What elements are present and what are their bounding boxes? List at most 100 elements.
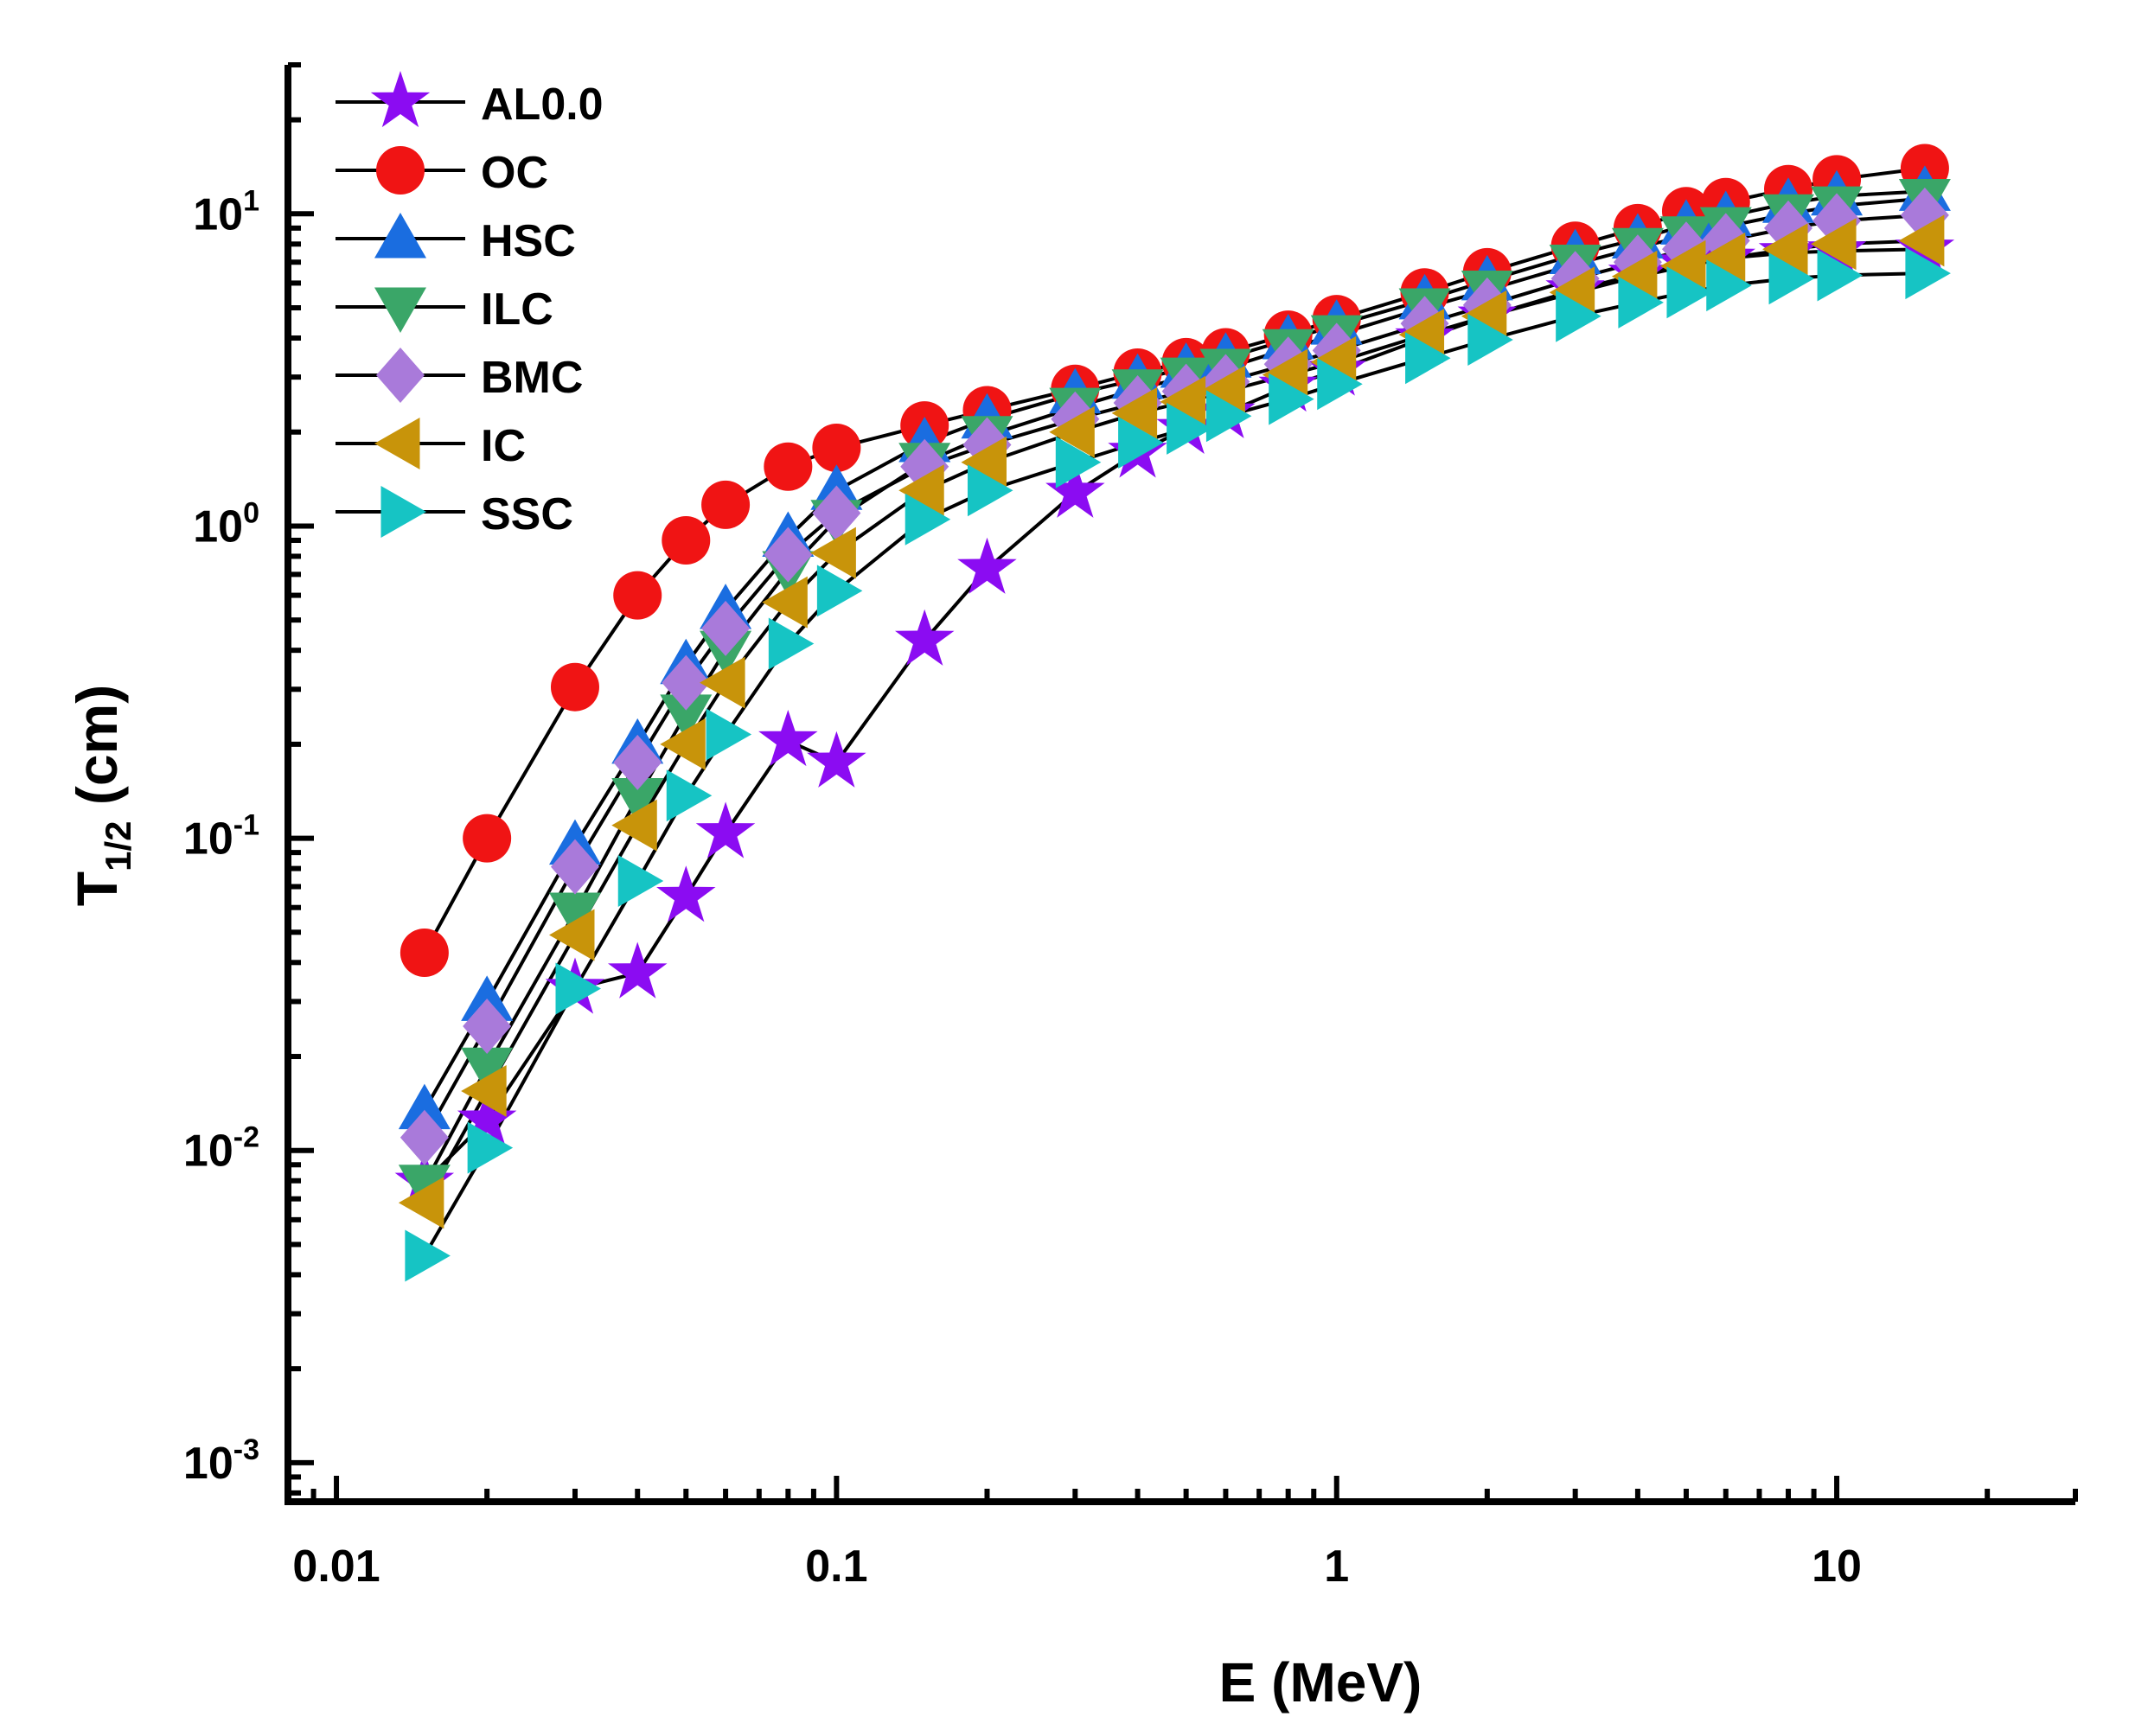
data-point: [706, 708, 752, 761]
legend-item-oc: OC: [336, 146, 548, 198]
data-point: [1111, 386, 1158, 439]
data-point: [398, 1165, 451, 1210]
legend-label: SSC: [481, 489, 573, 539]
data-point: [1205, 390, 1252, 443]
data-point: [457, 1088, 517, 1146]
data-point: [1167, 402, 1212, 455]
y-tick-label: 101: [193, 184, 259, 239]
data-point: [613, 571, 662, 620]
data-point: [617, 854, 664, 907]
legend-marker: [380, 486, 426, 538]
data-point: [967, 464, 1013, 517]
data-point: [1659, 239, 1706, 292]
data-point: [550, 839, 599, 895]
data-point: [1666, 266, 1712, 319]
legend-label: IC: [481, 421, 526, 471]
data-point: [1045, 461, 1105, 518]
data-point: [758, 710, 818, 767]
data-point: [1812, 193, 1862, 249]
legend-marker: [370, 71, 431, 128]
legend-item-ilc: ILC: [336, 284, 553, 335]
data-point: [1049, 405, 1095, 458]
data-point: [898, 464, 944, 517]
x-axis-title: E (MeV): [1219, 1651, 1422, 1714]
legend-item-hsc: HSC: [336, 213, 576, 266]
y-tick-label: 100: [193, 496, 259, 552]
legend: AL0.0 OC HSC ILC BMC IC SSC: [336, 71, 604, 539]
data-point: [611, 799, 657, 852]
data-point: [762, 576, 808, 629]
data-point: [1055, 436, 1102, 488]
data-point: [1160, 375, 1206, 428]
x-tick-label: 0.01: [292, 1541, 380, 1592]
legend-marker: [376, 146, 425, 195]
x-tick-label: 1: [1324, 1541, 1349, 1592]
data-point: [1461, 290, 1507, 342]
data-point: [812, 485, 861, 541]
y-axis-title-unit: (cm): [65, 685, 129, 821]
y-tick-label: 10-3: [183, 1433, 259, 1489]
data-point: [957, 537, 1017, 594]
data-point: [405, 1229, 451, 1282]
data-point: [1768, 252, 1815, 305]
data-point: [1199, 365, 1245, 418]
legend-item-ssc: SSC: [336, 486, 573, 539]
data-point: [1618, 276, 1664, 329]
data-point: [660, 694, 713, 740]
data-point: [550, 662, 599, 712]
y-axis-title: T1/2 (cm): [65, 685, 138, 906]
data-point: [398, 1083, 451, 1130]
data-point: [461, 1047, 514, 1094]
data-point: [1762, 223, 1808, 276]
data-point: [1398, 309, 1445, 361]
legend-label: HSC: [481, 216, 576, 266]
axes: 0.01 0.1 1 10 10-3 10-2 10-1 100 101: [183, 62, 2078, 1592]
data-point: [1467, 313, 1513, 366]
data-point: [548, 909, 595, 961]
data-point: [400, 1109, 449, 1165]
data-point: [764, 442, 813, 491]
data-point: [905, 493, 951, 546]
data-point: [1706, 259, 1752, 312]
data-point: [1898, 214, 1945, 267]
data-point: [398, 1177, 444, 1229]
data-point: [613, 734, 662, 790]
data-point: [548, 892, 601, 939]
legend-label: ILC: [481, 284, 553, 335]
data-point: [1317, 358, 1363, 411]
data-point: [1556, 290, 1601, 342]
data-point: [807, 731, 866, 788]
series-markers-bmc: [400, 187, 1949, 1165]
x-tick-label: 10: [1812, 1541, 1862, 1592]
data-point: [768, 617, 815, 670]
data-point: [662, 515, 711, 565]
plot-area: [394, 144, 1955, 1282]
data-point: [608, 941, 668, 999]
data-point: [656, 865, 716, 922]
data-point: [1118, 416, 1164, 469]
data-point: [463, 814, 512, 863]
legend-item-al0-0: AL0.0: [336, 71, 604, 130]
data-point: [701, 480, 751, 529]
data-point: [461, 975, 514, 1021]
y-axis-title-subscript: 1/2: [98, 820, 138, 871]
data-point: [1269, 373, 1314, 425]
series-markers-ssc: [405, 247, 1951, 1282]
data-point: [961, 436, 1007, 488]
data-point: [816, 565, 863, 617]
data-point: [695, 801, 756, 858]
data-point: [812, 424, 861, 473]
data-point: [555, 962, 601, 1015]
legend-label: OC: [481, 148, 548, 198]
data-point: [461, 1064, 507, 1117]
data-point: [400, 928, 449, 977]
data-point: [611, 778, 664, 824]
data-point: [660, 718, 706, 770]
y-tick-label: 10-2: [183, 1121, 259, 1177]
x-tick-label: 0.1: [805, 1541, 867, 1592]
data-point: [1905, 247, 1951, 300]
data-point: [666, 769, 713, 822]
legend-marker: [374, 213, 426, 258]
data-point: [1405, 332, 1451, 385]
